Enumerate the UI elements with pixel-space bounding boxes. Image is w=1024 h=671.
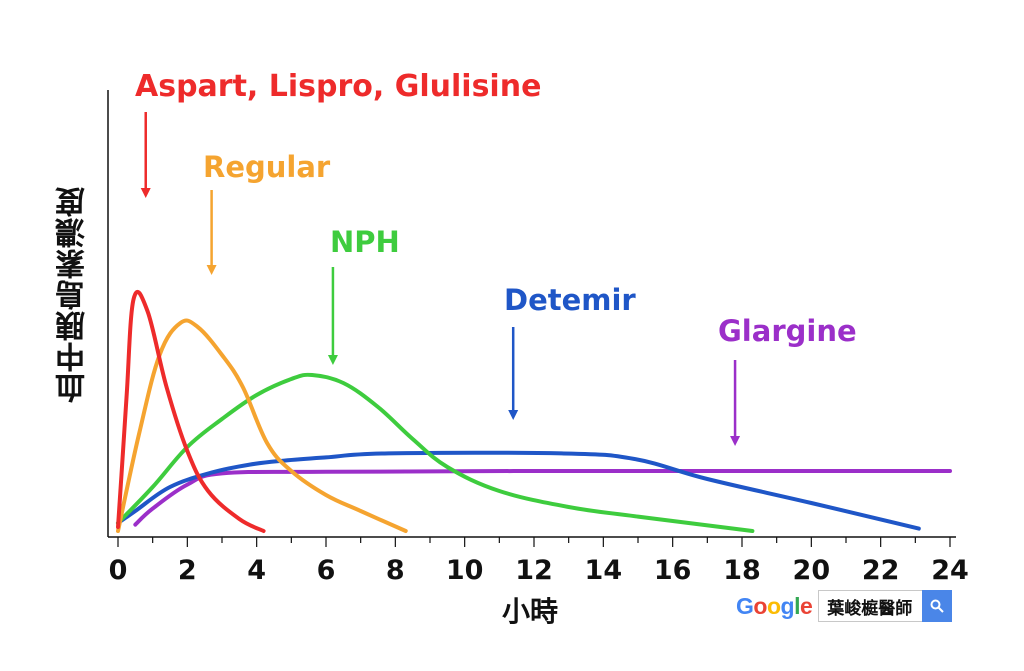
x-tick-label: 24 bbox=[931, 555, 969, 586]
annotation-label-0: Aspart, Lispro, Glulisine bbox=[135, 69, 541, 104]
x-tick-label: 16 bbox=[654, 555, 692, 586]
x-tick-label: 22 bbox=[862, 555, 900, 586]
search-query[interactable]: 葉峻榳醫師 bbox=[827, 598, 913, 619]
annotation-arrow-head-1 bbox=[206, 265, 217, 275]
annotation-arrow-head-3 bbox=[508, 410, 519, 420]
search-button[interactable] bbox=[922, 590, 953, 622]
x-axis-ticks: 0 2 4 6 8 10 12 14 16 18 20 22 24 bbox=[109, 537, 969, 586]
google-search-widget: Google 葉峻榳醫師 bbox=[736, 590, 953, 622]
annotation-label-4: Glargine bbox=[718, 314, 857, 348]
x-tick-label: 10 bbox=[446, 555, 484, 586]
x-tick-label: 12 bbox=[515, 555, 553, 586]
x-tick-label: 6 bbox=[317, 555, 336, 586]
x-tick-label: 0 bbox=[109, 555, 128, 586]
x-axis-label: 小時 bbox=[501, 595, 558, 628]
series-line-1 bbox=[116, 318, 408, 533]
series-layer bbox=[116, 289, 952, 533]
annotation-layer: Aspart, Lispro, Glulisine Regular NPH Detem… bbox=[135, 69, 857, 446]
annotation-arrow-head-0 bbox=[140, 188, 151, 198]
series-line-4 bbox=[133, 468, 952, 527]
series-line-2 bbox=[116, 372, 755, 533]
search-box[interactable]: 葉峻榳醫師 bbox=[818, 590, 953, 622]
annotation-arrow-head-4 bbox=[730, 436, 741, 446]
search-icon bbox=[930, 599, 944, 613]
annotation-label-2: NPH bbox=[330, 225, 400, 259]
series-line-0 bbox=[116, 289, 266, 533]
google-logo: Google bbox=[736, 592, 813, 619]
x-tick-label: 2 bbox=[178, 555, 197, 586]
x-tick-label: 20 bbox=[793, 555, 831, 586]
annotation-label-3: Detemir bbox=[504, 283, 636, 317]
annotation-arrow-head-2 bbox=[327, 355, 338, 365]
x-tick-label: 14 bbox=[585, 555, 623, 586]
x-tick-label: 18 bbox=[723, 555, 761, 586]
x-tick-label: 4 bbox=[247, 555, 266, 586]
chart-axes bbox=[107, 90, 956, 538]
annotation-label-1: Regular bbox=[203, 150, 331, 184]
x-tick-label: 8 bbox=[386, 555, 405, 586]
series-line-3 bbox=[116, 450, 921, 531]
y-axis-label: 血中胰島素濃度 bbox=[56, 186, 91, 404]
